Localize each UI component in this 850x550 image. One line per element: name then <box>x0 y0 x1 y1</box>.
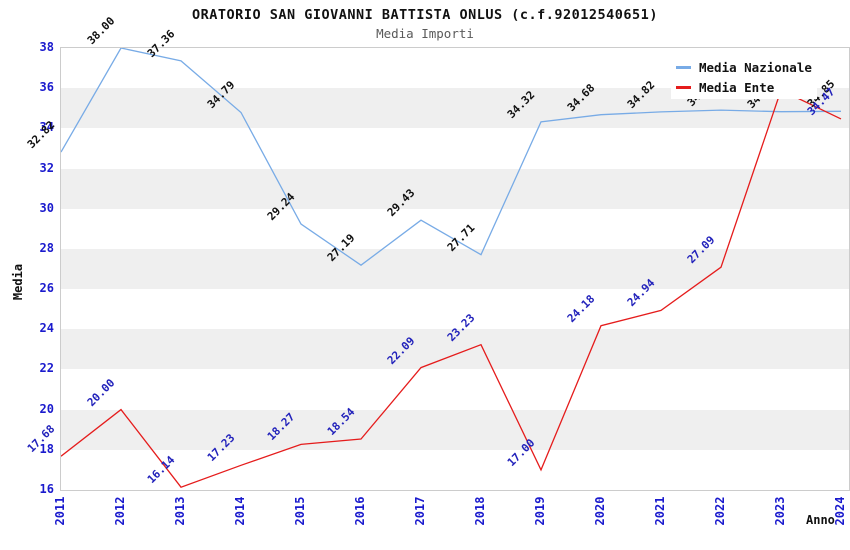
y-tick-label: 34 <box>39 120 54 135</box>
grid-band <box>61 409 849 450</box>
grid-band <box>61 369 849 410</box>
y-tick-label: 32 <box>39 160 54 175</box>
x-tick-label: 2018 <box>473 496 487 526</box>
x-axis-title: Anno <box>806 513 835 527</box>
y-tick-label: 24 <box>39 321 54 336</box>
legend-item-ente: Media Ente <box>676 78 817 98</box>
x-tick-label: 2020 <box>593 496 607 526</box>
x-tick-label: 2024 <box>833 496 847 526</box>
y-tick-label: 26 <box>39 281 54 296</box>
legend-label-nazionale: Media Nazionale <box>699 60 812 75</box>
legend-label-ente: Media Ente <box>699 80 775 95</box>
grid-band <box>61 168 849 209</box>
x-tick-label: 2023 <box>773 496 787 526</box>
plot-area: 32.82 38.00 37.36 34.79 29.24 27.19 29.43 27.71… <box>25 14 850 491</box>
x-tick-label: 2022 <box>713 496 727 526</box>
legend-item-nazionale: Media Nazionale <box>676 58 817 78</box>
x-tick-label: 2016 <box>353 496 367 526</box>
y-tick-label: 18 <box>39 441 54 456</box>
grid-band <box>61 128 849 169</box>
y-tick-label: 36 <box>39 80 54 95</box>
series-line-media-nazionale <box>61 48 842 266</box>
x-tick-label: 2014 <box>233 496 247 526</box>
grid-band <box>61 329 849 370</box>
y-tick-label: 20 <box>39 401 54 416</box>
x-tick-label: 2012 <box>113 496 127 526</box>
legend-line-swatch-nazionale <box>676 65 691 69</box>
grid-band <box>61 208 849 249</box>
y-tick-label: 22 <box>39 361 54 376</box>
series-line-media-ente <box>61 89 842 488</box>
y-tick-label: 38 <box>39 40 54 54</box>
y-tick-label: 28 <box>39 240 54 255</box>
x-tick-label: 2017 <box>413 496 427 526</box>
legend-line-swatch-ente <box>676 85 691 89</box>
x-tick-label: 2011 <box>53 496 67 526</box>
x-tick-label: 2021 <box>653 496 667 526</box>
line-series-svg <box>61 48 842 488</box>
x-tick-label: 2013 <box>173 496 187 526</box>
chart-title: ORATORIO SAN GIOVANNI BATTISTA ONLUS (c.… <box>192 7 658 23</box>
y-tick-label: 30 <box>39 200 54 215</box>
grid-band <box>61 289 849 330</box>
chart-subtitle: Media Importi <box>376 26 474 41</box>
x-tick-label: 2019 <box>533 496 547 526</box>
x-tick-label: 2015 <box>293 496 307 526</box>
y-tick-label: 16 <box>39 482 54 496</box>
legend: Media Nazionale Media Ente <box>671 55 817 99</box>
